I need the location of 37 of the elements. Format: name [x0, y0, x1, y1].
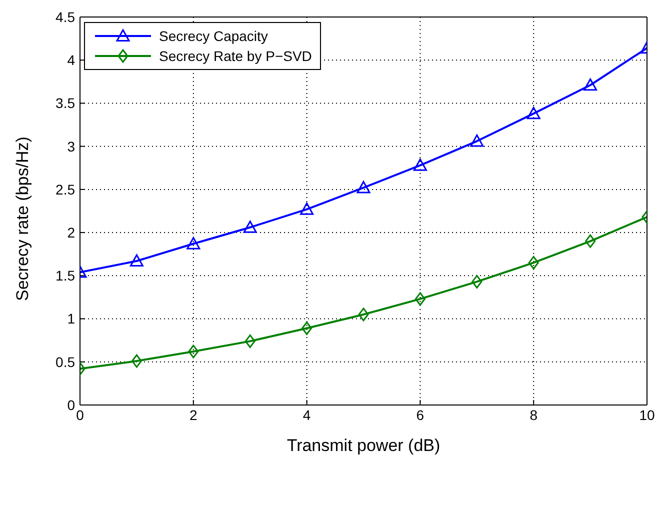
y-tick-label: 4: [67, 52, 76, 68]
x-tick-label: 6: [416, 406, 424, 423]
point: [414, 292, 426, 306]
point: [472, 274, 482, 288]
point: [243, 220, 257, 233]
point: [585, 234, 596, 248]
point: [130, 254, 144, 267]
y-tick-label: 1.5: [56, 268, 76, 284]
point: [356, 180, 370, 194]
y-tick-label: 2: [67, 224, 76, 241]
legend-label: Secrecy Rate by P−SVD: [159, 48, 312, 64]
x-axis-title: Transmit power (dB): [286, 436, 440, 455]
y-tick-label: 2.5: [56, 181, 76, 198]
point: [470, 134, 484, 147]
x-tick-label: 10: [639, 406, 655, 423]
y-tick-label: 1: [67, 310, 76, 327]
x-tick-label: 2: [190, 406, 198, 423]
point: [186, 237, 200, 250]
point: [244, 334, 256, 348]
x-tick-label: 8: [530, 406, 538, 423]
point: [584, 78, 598, 91]
point: [300, 202, 314, 215]
point: [413, 158, 427, 171]
point: [528, 256, 539, 270]
y-axis-title: Secrecy rate (bps/Hz): [13, 136, 32, 301]
point: [358, 308, 369, 322]
point: [131, 354, 142, 368]
y-tick-label: 3.5: [56, 95, 76, 112]
point: [526, 106, 540, 120]
x-tick-label: 4: [302, 406, 311, 423]
y-tick-label: 4.5: [56, 8, 76, 25]
y-tick-label: 3: [67, 138, 76, 154]
legend-label: Secrecy Capacity: [159, 28, 268, 44]
y-tick-label: 0.5: [56, 354, 76, 370]
y-tick-label: 0: [67, 396, 76, 413]
point: [302, 322, 312, 336]
point: [188, 344, 199, 358]
